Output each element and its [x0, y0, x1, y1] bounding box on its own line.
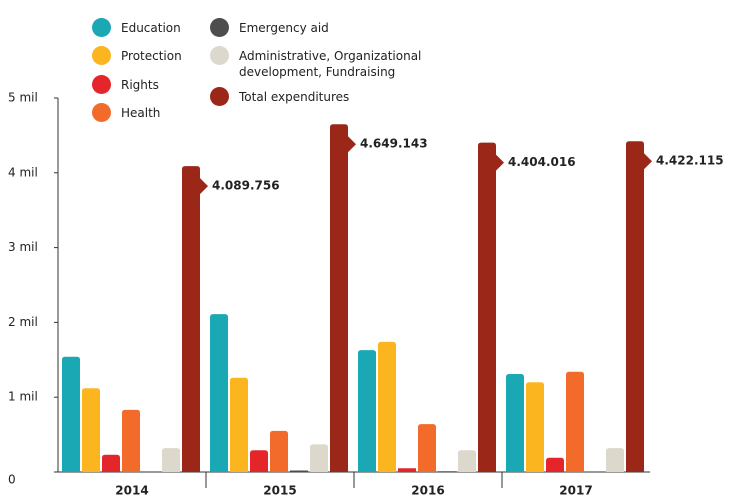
y-tick-label: 0 — [8, 473, 16, 487]
bar — [438, 471, 456, 472]
legend-label: Administrative, Organizational developme… — [239, 49, 422, 79]
x-tick-label: 2015 — [263, 484, 296, 498]
legend-item: Health — [92, 103, 311, 122]
bar — [418, 424, 436, 472]
bar — [566, 371, 584, 472]
legend-item: Emergency aid — [210, 18, 429, 37]
legend-label: Emergency aid — [239, 21, 329, 35]
bar — [230, 377, 248, 472]
legend-swatch — [92, 46, 111, 65]
legend-swatch — [92, 75, 111, 94]
y-tick-label: 4 mil — [8, 165, 38, 179]
label-pointer — [200, 178, 208, 195]
bar — [606, 448, 624, 472]
bar — [102, 454, 120, 472]
bar — [162, 448, 180, 472]
legend-label: Health — [121, 106, 161, 120]
bar — [290, 470, 308, 472]
legend-label: Total expenditures — [239, 90, 350, 104]
legend-item: Total expenditures — [210, 87, 429, 106]
value-label: 4.649.143 — [360, 137, 428, 151]
bar — [506, 374, 524, 472]
bar — [250, 450, 268, 472]
bar — [458, 450, 476, 472]
legend-swatch — [210, 46, 229, 65]
x-tick-label: 2014 — [115, 484, 148, 498]
label-pointer — [348, 136, 356, 153]
bar — [310, 444, 328, 472]
label-pointer — [496, 154, 504, 171]
legend-swatch — [92, 18, 111, 37]
bar — [358, 350, 376, 472]
legend-swatch — [210, 87, 229, 106]
label-pointer — [644, 153, 652, 170]
bar — [210, 314, 228, 472]
bar — [526, 382, 544, 472]
bar — [122, 409, 140, 472]
bar — [270, 430, 288, 472]
legend-swatch — [210, 18, 229, 37]
legend-label: Rights — [121, 78, 159, 92]
legend-label: Education — [121, 21, 181, 35]
bar — [626, 141, 644, 472]
bar — [546, 457, 564, 472]
value-label: 4.404.016 — [508, 155, 576, 169]
bar — [82, 388, 100, 472]
bar — [398, 468, 416, 472]
legend-item: Education — [92, 18, 311, 37]
y-tick-label: 2 mil — [8, 315, 38, 329]
bar — [330, 124, 348, 472]
value-label: 4.422.115 — [656, 154, 724, 168]
y-tick-label: 1 mil — [8, 390, 38, 404]
legend-item: Rights — [92, 75, 311, 94]
legend-item: Protection — [92, 46, 311, 65]
y-tick-label: 5 mil — [8, 91, 38, 105]
legend-swatch — [92, 103, 111, 122]
bar — [378, 341, 396, 472]
legend-label: Protection — [121, 49, 182, 63]
x-tick-label: 2017 — [559, 484, 592, 498]
legend-item: Administrative, Organizational developme… — [210, 46, 429, 80]
value-label: 4.089.756 — [212, 179, 280, 193]
x-tick-label: 2016 — [411, 484, 444, 498]
bar — [478, 142, 496, 473]
bar — [62, 356, 80, 472]
y-tick-label: 3 mil — [8, 240, 38, 254]
bar — [182, 166, 200, 473]
